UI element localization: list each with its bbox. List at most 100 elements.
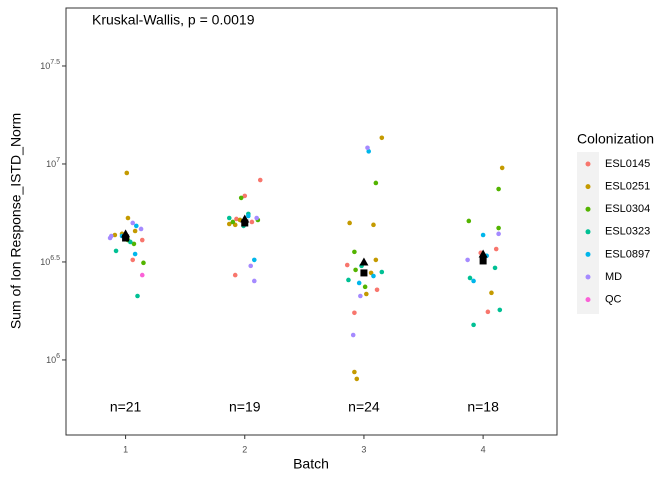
y-tick-label: 107 — [46, 157, 60, 170]
y-tick-label: 106.5 — [40, 255, 60, 268]
point — [107, 235, 113, 241]
y-tick-label: 107.5 — [40, 59, 60, 72]
x-axis-label: Batch — [293, 456, 329, 472]
point — [352, 249, 357, 255]
point — [226, 221, 232, 227]
point — [480, 232, 486, 238]
y-tick-base: 10 — [40, 257, 50, 267]
y-axis-label: Sum of Ion Response_ISTD_Norm — [8, 113, 24, 329]
legend-label: ESL0145 — [605, 158, 650, 170]
point — [350, 332, 356, 338]
legend-key — [585, 274, 591, 280]
median-marker — [360, 269, 368, 277]
x-tick-label: 2 — [242, 444, 247, 454]
point — [496, 225, 501, 231]
point — [497, 307, 503, 313]
mean-marker — [240, 214, 250, 223]
point — [465, 257, 470, 263]
point — [485, 309, 491, 315]
point — [251, 278, 257, 284]
mean-marker — [478, 249, 488, 258]
panel — [65, 7, 558, 436]
point — [373, 257, 379, 263]
point — [352, 369, 357, 375]
point — [379, 269, 385, 275]
x-tick-label: 1 — [123, 444, 128, 454]
point — [139, 272, 145, 278]
point — [499, 165, 505, 171]
n-label: n=18 — [467, 399, 499, 415]
point — [128, 239, 133, 245]
legend-key — [585, 184, 591, 190]
point — [138, 226, 144, 232]
n-label: n=24 — [348, 399, 380, 415]
point — [130, 220, 136, 226]
point — [226, 215, 232, 221]
point — [251, 257, 257, 263]
point — [379, 135, 385, 141]
point — [366, 149, 372, 154]
legend-title: Colonization — [577, 131, 654, 147]
legend-label: ESL0323 — [605, 226, 650, 238]
point — [371, 273, 376, 279]
point — [234, 216, 239, 222]
point — [238, 195, 244, 201]
n-label: n=21 — [110, 399, 142, 415]
mean-marker — [359, 257, 369, 266]
x-tick-label: 4 — [481, 444, 486, 454]
point — [254, 215, 259, 221]
point — [242, 193, 248, 199]
point — [496, 186, 501, 192]
point — [496, 231, 501, 237]
y-tick-label: 106 — [46, 353, 60, 366]
legend-label: QC — [605, 294, 622, 306]
point — [358, 293, 363, 299]
point — [368, 270, 374, 276]
legend-key — [585, 297, 591, 303]
point — [139, 237, 145, 243]
point — [232, 272, 238, 278]
legend-label: ESL0897 — [605, 248, 650, 260]
median-marker — [479, 257, 487, 265]
legend-label: ESL0304 — [605, 203, 650, 215]
point — [466, 218, 472, 224]
point — [374, 287, 380, 293]
point — [354, 376, 360, 382]
point — [125, 215, 131, 221]
legend-key — [585, 206, 591, 212]
point — [132, 251, 138, 257]
legend-label: ESL0251 — [605, 181, 650, 193]
point — [344, 262, 350, 268]
point — [365, 145, 370, 151]
point — [257, 177, 263, 183]
point — [364, 291, 369, 297]
point — [489, 290, 494, 296]
y-tick-base: 10 — [40, 61, 50, 71]
median-marker — [241, 219, 249, 227]
point — [130, 257, 136, 263]
point — [471, 322, 476, 328]
point — [493, 246, 499, 252]
point — [373, 180, 379, 186]
y-tick-exponent: 6 — [56, 353, 60, 360]
point — [230, 219, 236, 225]
y-tick-exponent: 7 — [56, 157, 60, 164]
legend-label: MD — [605, 271, 622, 283]
point — [132, 228, 138, 234]
x-tick-label: 3 — [361, 444, 366, 454]
point — [124, 170, 130, 176]
point — [346, 277, 351, 283]
median-marker — [122, 234, 130, 242]
point — [352, 310, 357, 316]
legend-key — [585, 161, 591, 167]
y-tick-base: 10 — [46, 159, 56, 169]
n-label: n=19 — [229, 399, 261, 415]
point — [248, 263, 254, 269]
point — [131, 241, 137, 247]
point — [471, 278, 476, 284]
point — [112, 232, 118, 238]
legend-key — [585, 251, 591, 257]
point — [362, 284, 368, 290]
annotation: Kruskal-Wallis, p = 0.0019 — [92, 12, 255, 28]
